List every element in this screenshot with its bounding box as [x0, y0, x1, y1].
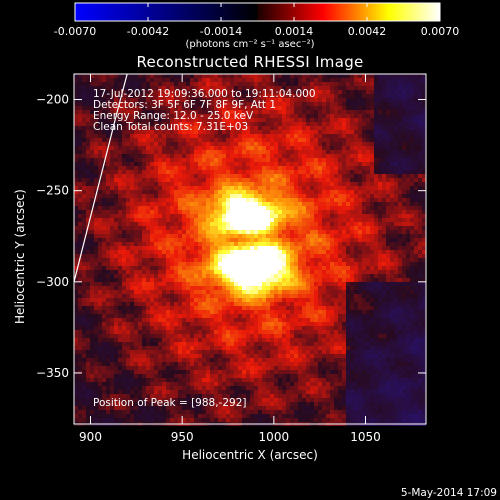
- colorbar-tick-label: -0.0014: [200, 25, 242, 38]
- annotation-energy-range: Energy Range: 12.0 - 25.0 keV: [93, 110, 254, 122]
- solar-limb-line: [73, 73, 128, 282]
- chart-title: Reconstructed RHESSI Image: [136, 53, 364, 71]
- annotation-detectors: Detectors: 3F 5F 6F 7F 8F 9F, Att 1: [93, 99, 277, 111]
- annotation-time-range: 17-Jul-2012 19:09:36.000 to 19:11:04.000: [93, 88, 316, 100]
- colorbar-tick-label: 0.0070: [421, 25, 460, 38]
- colorbar-frame: [74, 2, 441, 22]
- y-axis-label: Heliocentric Y (arcsec): [13, 189, 27, 324]
- x-tick-label: 1000: [259, 430, 290, 444]
- x-tick-label: 1050: [350, 430, 381, 444]
- footer-timestamp: 5-May-2014 17:09: [400, 486, 497, 499]
- colorbar-gradient: [75, 3, 440, 21]
- colorbar-tick-label: -0.0070: [54, 25, 96, 38]
- colorbar-tick-label: 0.0042: [348, 25, 387, 38]
- y-tick-label: −250: [36, 184, 69, 198]
- x-axis-label: Heliocentric X (arcsec): [182, 448, 318, 462]
- x-tick-label: 900: [79, 430, 102, 444]
- y-tick-label: −350: [36, 366, 69, 380]
- y-tick-label: −200: [36, 93, 69, 107]
- annotation-peak-position: Position of Peak = [988,-292]: [93, 397, 247, 409]
- colorbar-tick-label: -0.0042: [127, 25, 169, 38]
- annotation-clean-counts: Clean Total counts: 7.31E+03: [93, 121, 249, 133]
- x-tick-label: 950: [171, 430, 194, 444]
- colorbar-tick-label: 0.0014: [275, 25, 314, 38]
- plot-frame: [73, 73, 427, 425]
- heatmap-image: [74, 74, 426, 426]
- colorbar-units-label: (photons cm⁻² s⁻¹ asec⁻²): [185, 39, 315, 50]
- y-tick-label: −300: [36, 275, 69, 289]
- colorbar: -0.0070 -0.0042 -0.0014 0.0014 0.0042 0.0070: [54, 2, 460, 38]
